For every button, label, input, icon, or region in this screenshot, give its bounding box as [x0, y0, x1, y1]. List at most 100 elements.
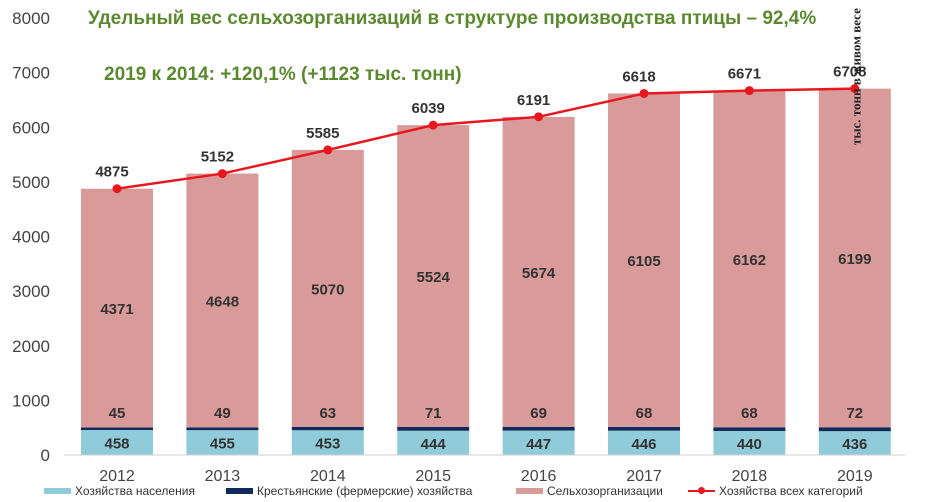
total-line: [116, 87, 855, 190]
total-point: [112, 184, 122, 194]
x-axis: 2012 2013 2014 2015 2016 2017 2018 2019: [64, 454, 905, 484]
legend-swatch-farms: [226, 488, 253, 494]
bar-farms: [81, 427, 153, 430]
legend-item-farms: Крестьянские (фермерские) хозяйства: [226, 484, 472, 498]
legend: Хозяйства населения Крестьянские (фермер…: [0, 484, 935, 502]
y-axis: 0 1000 2000 3000 4000 5000 6000 7000 8000: [12, 9, 50, 465]
x-tick-label: 2015: [415, 468, 451, 484]
bar-farms: [818, 427, 891, 432]
bar-agri-orgs: [713, 90, 786, 428]
data-label-households: 436: [842, 436, 867, 453]
y-tick-label: 4000: [12, 228, 50, 247]
data-label-households: 447: [526, 436, 551, 453]
total-point: [217, 169, 227, 179]
data-label-agri-orgs: 6199: [838, 251, 871, 268]
bar-households: [818, 431, 891, 455]
bar-farms: [713, 427, 786, 431]
y-tick-label: 1000: [12, 391, 50, 410]
bar-households: [397, 430, 470, 455]
bar-agri-orgs: [608, 93, 680, 427]
legend-swatch-households: [44, 488, 71, 494]
data-label-agri-orgs: 4371: [100, 301, 133, 318]
data-label-households: 446: [631, 436, 656, 453]
y-tick-label: 7000: [12, 64, 50, 83]
x-tick-label: 2012: [99, 468, 135, 484]
data-label-agri-orgs: 5524: [417, 269, 451, 286]
data-label-households: 453: [315, 436, 340, 453]
bar-agri-orgs: [818, 88, 891, 428]
legend-label-farms: Крестьянские (фермерские) хозяйства: [257, 484, 473, 498]
data-label-households: 458: [104, 435, 129, 452]
bar-households: [713, 430, 786, 455]
chart-subtitle: 2019 к 2014: +120,1% (+1123 тыс. тонн): [104, 64, 462, 85]
bar-farms: [608, 426, 680, 431]
data-label-agri-orgs: 6162: [733, 252, 766, 269]
total-point: [639, 88, 649, 98]
legend-swatch-total: [688, 485, 715, 497]
data-label-farms: 63: [319, 405, 336, 422]
total-point: [428, 120, 438, 130]
legend-label-households: Хозяйства населения: [75, 484, 195, 498]
y-tick-label: 5000: [12, 173, 50, 192]
y-tick-label: 3000: [12, 282, 50, 301]
bar-farms: [502, 426, 575, 431]
data-label-total: 4875: [95, 164, 128, 181]
bar-households: [608, 430, 680, 455]
total-point: [323, 145, 333, 155]
x-tick-label: 2014: [310, 468, 346, 484]
y-tick-label: 0: [41, 446, 50, 465]
data-label-farms: 68: [636, 405, 653, 422]
data-label-total: 6039: [412, 100, 445, 117]
data-label-farms: 68: [741, 405, 758, 422]
data-label-farms: 72: [846, 405, 863, 422]
data-label-farms: 45: [109, 405, 126, 422]
data-label-total: 6708: [833, 64, 866, 81]
bar-farms: [291, 426, 364, 431]
bar-agri-orgs: [186, 173, 259, 428]
bar-households: [186, 430, 259, 455]
bar-farms: [186, 427, 259, 431]
total-point: [744, 86, 754, 96]
x-tick-label: 2019: [837, 468, 873, 484]
y-axis-label: тыс. тонн в живом весе: [848, 8, 864, 145]
y-tick-label: 6000: [12, 118, 50, 137]
x-tick-label: 2018: [732, 468, 768, 484]
legend-swatch-agri-orgs: [516, 488, 543, 494]
data-label-households: 444: [421, 436, 447, 453]
bar-agri-orgs: [397, 125, 470, 427]
bars-group: 458 45 4371 455 49 4648 453 63 5070 444 71 5524 447 6…: [81, 88, 891, 455]
legend-item-total: Хозяйства всех категорий: [688, 484, 863, 498]
data-label-total: 5152: [201, 149, 234, 166]
total-point: [534, 112, 544, 122]
data-label-agri-orgs: 4648: [206, 294, 239, 311]
data-label-total: 6618: [622, 68, 655, 85]
data-label-households: 440: [737, 436, 762, 453]
data-label-farms: 49: [214, 405, 231, 422]
data-label-total: 6191: [517, 92, 550, 109]
data-label-agri-orgs: 5070: [311, 281, 344, 298]
x-tick-label: 2017: [626, 468, 662, 484]
data-label-total: 5585: [306, 125, 339, 142]
bar-farms: [397, 426, 470, 431]
chart-title: Удельный вес сельхозорганизаций в структ…: [88, 8, 817, 29]
x-tick-label: 2013: [205, 468, 241, 484]
data-label-agri-orgs: 5674: [522, 265, 556, 282]
y-tick-label: 2000: [12, 337, 50, 356]
legend-label-agri-orgs: Сельхозорганизации: [547, 484, 663, 498]
bar-agri-orgs: [81, 188, 153, 428]
data-label-agri-orgs: 6105: [627, 253, 660, 270]
legend-label-total: Хозяйства всех категорий: [719, 484, 863, 498]
legend-item-agri-orgs: Сельхозорганизации: [516, 484, 663, 498]
data-label-total: 6671: [728, 66, 761, 83]
data-label-farms: 69: [530, 405, 547, 422]
chart-canvas: 0 1000 2000 3000 4000 5000 6000 7000 8000 458 45 4…: [12, 9, 905, 484]
y-tick-label: 8000: [12, 9, 50, 28]
bar-households: [291, 430, 364, 455]
legend-item-households: Хозяйства населения: [44, 484, 195, 498]
bar-agri-orgs: [291, 149, 364, 427]
data-label-households: 455: [210, 436, 235, 453]
bar-households: [502, 430, 575, 455]
bar-agri-orgs: [502, 116, 575, 427]
bar-households: [81, 429, 153, 455]
total-point: [850, 84, 860, 94]
